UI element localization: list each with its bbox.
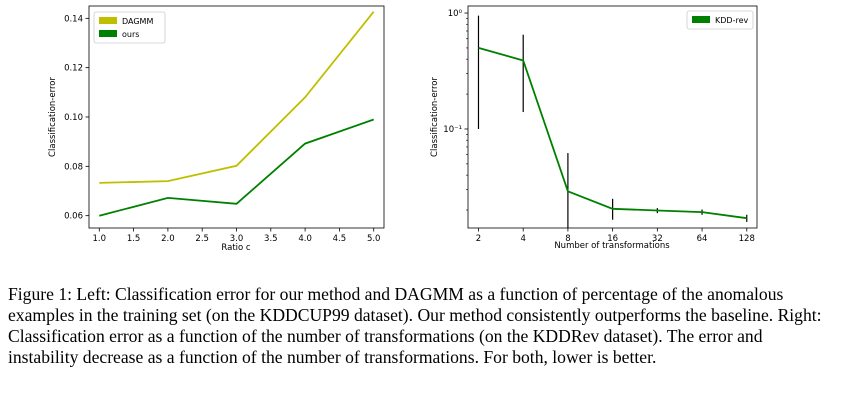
right-x-tick-label: 128: [739, 234, 755, 244]
left-x-tick-label: 1.0: [93, 234, 107, 244]
legend-label-dagmm: DAGMM: [122, 17, 153, 26]
right-x-tick-label: 64: [697, 234, 708, 244]
legend-swatch-ours: [99, 30, 117, 37]
right-y-ticks: 10⁻¹ 10⁰: [443, 9, 468, 211]
right-x-tick-label: 8: [565, 234, 570, 244]
right-plot-frame: [467, 5, 758, 229]
right-x-tick-label: 16: [607, 234, 618, 244]
legend-swatch-kdd-rev: [692, 16, 710, 23]
left-y-axis-label: Classification-error: [48, 77, 58, 157]
left-legend: DAGMM ours: [93, 11, 166, 44]
figure-caption: Figure 1: Left: Classification error for…: [8, 284, 822, 367]
left-y-tick-label: 0.06: [64, 212, 83, 222]
right-legend-box: [686, 10, 754, 30]
right-x-tick-label: 2: [476, 234, 481, 244]
right-legend: KDD-rev: [686, 10, 754, 30]
left-y-tick-label: 0.12: [64, 64, 83, 74]
left-x-tick-label: 2.5: [195, 234, 209, 244]
right-series-line-kdd-rev: [478, 47, 747, 220]
left-x-tick-label: 1.5: [127, 234, 141, 244]
right-x-ticks: 2 4 8 16 32 64 128: [476, 228, 755, 244]
left-series-lines: [99, 11, 375, 217]
left-y-tick-label: 0.08: [64, 162, 83, 172]
right-y-tick-label: 10⁻¹: [443, 125, 462, 135]
left-x-tick-label: 3.5: [264, 234, 278, 244]
right-error-bars: [477, 15, 748, 228]
right-x-tick-label: 4: [520, 234, 525, 244]
legend-label-kdd-rev: KDD-rev: [715, 16, 748, 25]
left-series-line-ours: [99, 118, 374, 217]
left-x-tick-label: 2.0: [161, 234, 175, 244]
right-chart: 2 4 8 16 32 64 128 10⁻¹ 10⁰ Number of transform…: [430, 5, 758, 251]
legend-label-ours: ours: [122, 30, 139, 39]
left-y-tick-label: 0.14: [64, 14, 83, 24]
right-series-lines: [478, 47, 747, 220]
left-x-tick-label: 3.0: [230, 234, 244, 244]
left-series-line-dagmm: [99, 11, 375, 184]
left-x-axis-label: Ratio c: [221, 243, 251, 253]
left-x-ticks: 1.0 1.5 2.0 2.5 3.0 3.5 4.0 4.5 5.0: [93, 228, 381, 244]
left-y-tick-label: 0.10: [64, 113, 83, 123]
right-y-tick-label: 10⁰: [448, 9, 463, 19]
left-x-tick-label: 5.0: [367, 234, 381, 244]
left-chart: 1.0 1.5 2.0 2.5 3.0 3.5 4.0 4.5 5.0 0.06 0.08 0.10…: [48, 5, 385, 253]
left-x-tick-label: 4.5: [333, 234, 347, 244]
legend-swatch-dagmm: [99, 17, 117, 24]
right-y-axis-label: Classification-error: [430, 77, 440, 157]
left-x-tick-label: 4.0: [298, 234, 312, 244]
right-x-axis-label: Number of transformations: [554, 241, 670, 251]
right-x-tick-label: 32: [652, 234, 663, 244]
left-y-ticks: 0.06 0.08 0.10 0.12 0.14: [64, 14, 89, 222]
